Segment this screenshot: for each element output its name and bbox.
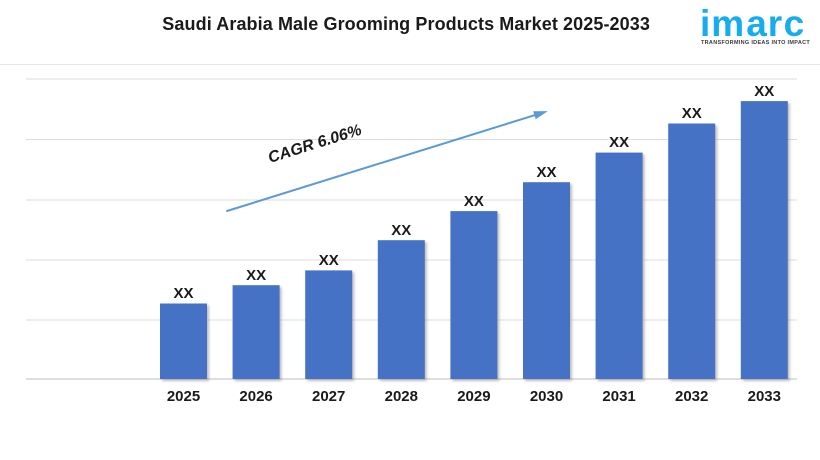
svg-text:2032: 2032 xyxy=(675,388,708,405)
svg-text:2025: 2025 xyxy=(167,388,200,405)
svg-text:XX: XX xyxy=(609,134,629,151)
svg-text:XX: XX xyxy=(173,285,193,302)
svg-text:2028: 2028 xyxy=(385,388,418,405)
svg-text:2029: 2029 xyxy=(457,388,490,405)
svg-text:2027: 2027 xyxy=(312,388,345,405)
svg-text:XX: XX xyxy=(464,193,484,210)
svg-text:2031: 2031 xyxy=(602,388,635,405)
svg-text:2033: 2033 xyxy=(748,388,781,405)
svg-text:XX: XX xyxy=(754,83,774,100)
svg-text:XX: XX xyxy=(536,164,556,181)
svg-text:XX: XX xyxy=(391,222,411,239)
svg-text:XX: XX xyxy=(319,252,339,269)
svg-text:2030: 2030 xyxy=(530,388,563,405)
svg-text:XX: XX xyxy=(246,267,266,284)
svg-text:2026: 2026 xyxy=(239,388,272,405)
svg-text:XX: XX xyxy=(682,105,702,122)
svg-text:CAGR 6.06%: CAGR 6.06% xyxy=(266,122,364,167)
